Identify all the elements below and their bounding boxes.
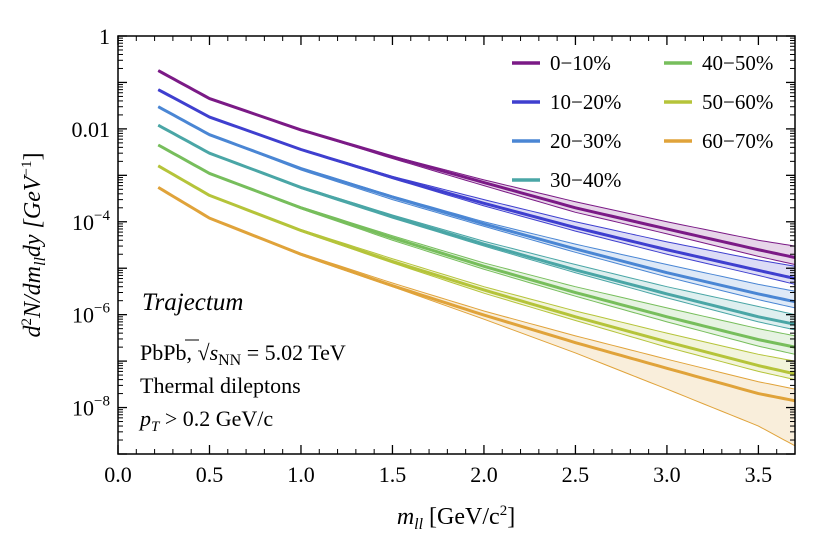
series-lines — [157, 69, 796, 403]
band-series-1 — [158, 70, 795, 265]
annotation-title: Trajectum — [142, 289, 243, 316]
legend-label-series-4: 30−40% — [550, 168, 621, 192]
x-tick-label: 2.0 — [470, 462, 498, 487]
band-series-6 — [158, 165, 795, 380]
legend-label-series-5: 40−50% — [702, 51, 773, 75]
annotation-collision-line: PbPb, √sNN = 5.02 TeV — [140, 340, 346, 369]
line-series-1 — [157, 69, 796, 259]
legend: 0−10% 10−20% 20−30% 30−40% 40−50% 50−60% 60−70… — [512, 51, 773, 192]
x-tick-label: 1.0 — [287, 462, 315, 487]
x-tick-label: 3.0 — [653, 462, 681, 487]
line-series-3 — [157, 105, 796, 304]
y-tick-label: 10−8 — [72, 394, 110, 421]
y-axis-title: d2N/dmlldy [GeV−1] — [19, 152, 49, 337]
line-series-4 — [157, 123, 796, 326]
x-tick-label: 1.5 — [379, 462, 407, 487]
y-tick-label: 0.01 — [72, 117, 111, 142]
plot-frame — [117, 35, 796, 455]
line-series-5 — [157, 143, 796, 349]
legend-label-series-2: 10−20% — [550, 90, 621, 114]
x-axis-title: mll [GeV/c2] — [397, 503, 515, 533]
x-tick-label: 0.5 — [196, 462, 224, 487]
y-tick-label: 1 — [99, 24, 110, 49]
x-tick-label: 0.0 — [104, 462, 132, 487]
axis-ticks: 0.0 0.5 1.0 1.5 2.0 2.5 3.0 3.5 1 0.01 10−4 10−6 10−… — [72, 24, 795, 487]
annotation-cut-line: pT > 0.2 GeV/c — [138, 406, 273, 435]
line-series-6 — [157, 164, 796, 376]
x-tick-label: 3.5 — [745, 462, 773, 487]
legend-label-series-1: 0−10% — [550, 51, 611, 75]
y-tick-label: 10−6 — [72, 301, 110, 328]
band-series-4 — [158, 125, 795, 330]
legend-label-series-7: 60−70% — [702, 129, 773, 153]
annotation-box: Trajectum PbPb, √sNN = 5.02 TeV Thermal … — [138, 289, 346, 435]
x-tick-label: 2.5 — [562, 462, 590, 487]
band-series-2 — [158, 89, 795, 285]
band-series-3 — [158, 106, 795, 308]
legend-label-series-3: 20−30% — [550, 129, 621, 153]
line-series-7 — [157, 186, 796, 403]
y-tick-label: 10−4 — [72, 208, 110, 235]
line-series-2 — [157, 88, 796, 280]
annotation-process-line: Thermal dileptons — [140, 373, 301, 398]
legend-label-series-6: 50−60% — [702, 90, 773, 114]
band-series-5 — [158, 145, 795, 355]
